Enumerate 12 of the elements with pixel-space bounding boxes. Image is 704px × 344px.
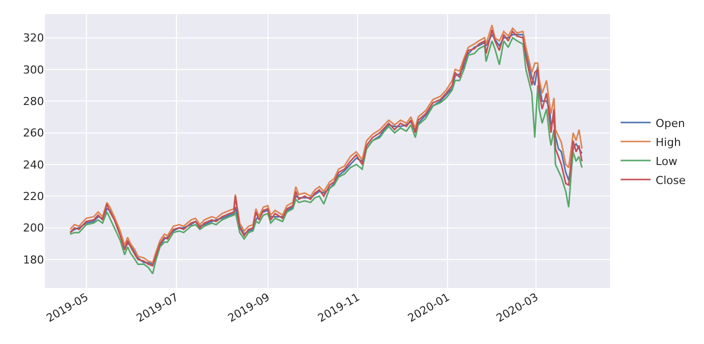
y-tick-label: 220: [23, 190, 44, 203]
legend-label: High: [656, 136, 681, 149]
y-tick-label: 280: [23, 94, 44, 108]
y-tick-label: 260: [23, 126, 44, 140]
y-tick-label: 200: [23, 222, 44, 235]
y-tick-label: 240: [23, 158, 44, 172]
legend-label: Low: [656, 154, 678, 168]
y-tick-label: 180: [23, 253, 44, 266]
legend-label: Close: [656, 174, 686, 187]
y-tick-label: 320: [23, 32, 44, 45]
y-tick-label: 300: [23, 63, 44, 76]
legend-label: Open: [656, 116, 686, 130]
